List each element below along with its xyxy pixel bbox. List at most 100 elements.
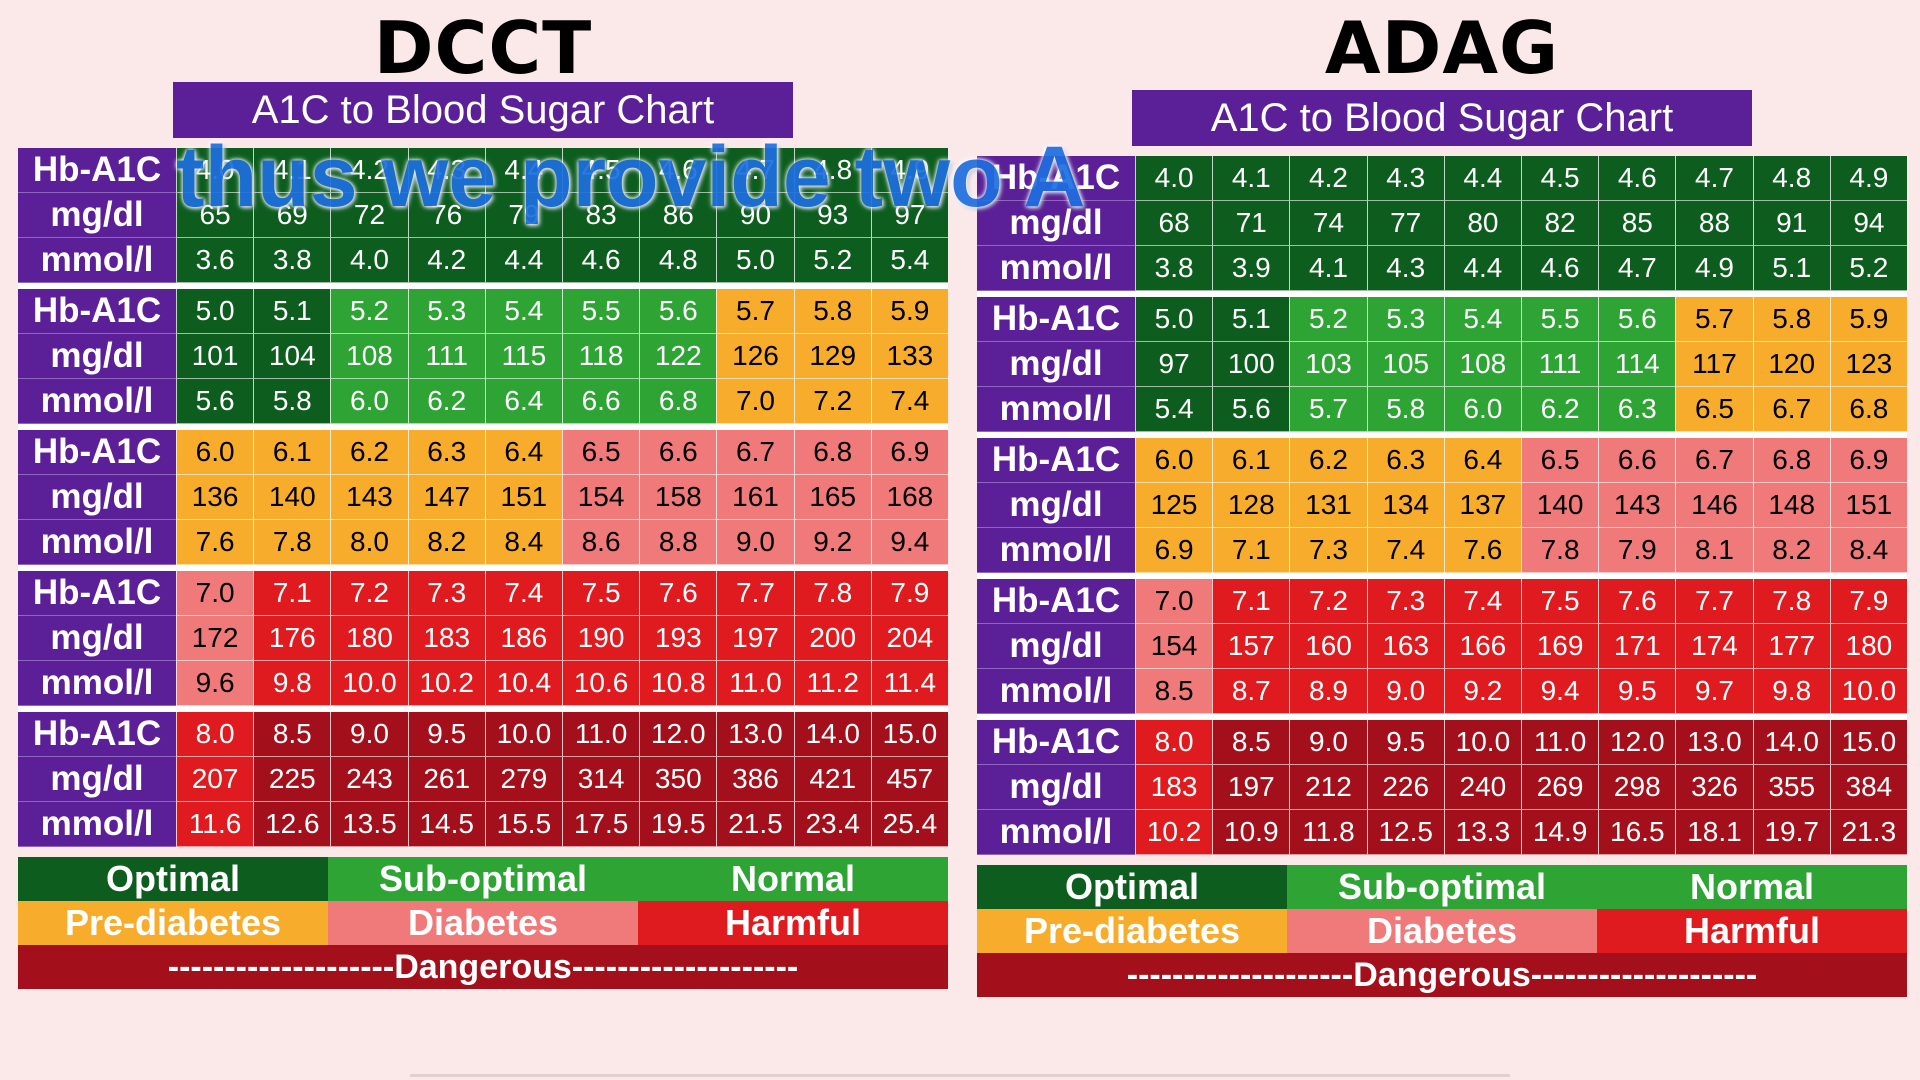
value-cell-a1c: 5.3 — [407, 289, 485, 334]
value-cell-a1c: 5.5 — [1520, 297, 1599, 342]
value-cell-mmol: 8.0 — [330, 520, 408, 565]
value-cell-mmol: 6.8 — [1829, 387, 1907, 432]
value-cell-mgdl: 240 — [1443, 765, 1521, 810]
value-cell-a1c: 8.5 — [1212, 720, 1290, 765]
value-cell-mmol: 6.2 — [407, 379, 485, 424]
value-cell-mgdl: 131 — [1289, 483, 1367, 528]
row-label-mgdl: mg/dl — [18, 757, 176, 802]
value-cell-a1c: 4.7 — [1675, 156, 1753, 201]
value-cell-mmol: 8.6 — [561, 520, 640, 565]
row-label-a1c: Hb-A1C — [18, 712, 176, 757]
value-cell-mgdl: 225 — [253, 757, 331, 802]
value-cell-mgdl: 157 — [1212, 624, 1290, 669]
value-cell-mmol: 5.4 — [870, 238, 948, 283]
value-cell-mgdl: 90 — [716, 193, 794, 238]
value-cell-a1c: 4.1 — [1212, 156, 1290, 201]
value-cell-mmol: 8.4 — [1829, 528, 1907, 573]
value-cell-a1c: 7.9 — [1829, 579, 1907, 624]
value-cell-a1c: 9.5 — [407, 712, 485, 757]
value-cell-a1c: 8.5 — [253, 712, 331, 757]
value-cell-mmol: 13.5 — [330, 802, 408, 847]
value-cell-mmol: 7.1 — [1212, 528, 1290, 573]
row-label-mmol: mmol/l — [977, 387, 1135, 432]
value-cell-a1c: 4.5 — [561, 148, 640, 193]
value-cell-a1c: 7.3 — [407, 571, 485, 616]
value-cell-mgdl: 82 — [1520, 201, 1599, 246]
legend-row: Optimal Sub-optimal Normal — [977, 865, 1907, 909]
value-cell-mmol: 25.4 — [870, 802, 948, 847]
value-cell-mgdl: 72 — [330, 193, 408, 238]
value-cell-mgdl: 76 — [407, 193, 485, 238]
value-cell-a1c: 5.2 — [330, 289, 408, 334]
value-cell-a1c: 6.4 — [1443, 438, 1521, 483]
legend-row: Optimal Sub-optimal Normal — [18, 857, 948, 901]
table-block: Hb-A1C 7.0 7.1 7.2 7.3 7.4 7.5 7.6 7.7 7.8 7.9 mg/d… — [18, 565, 948, 706]
value-cell-mgdl: 133 — [870, 334, 948, 379]
value-cell-mgdl: 83 — [561, 193, 640, 238]
value-cell-a1c: 4.9 — [870, 148, 948, 193]
value-cell-a1c: 6.8 — [793, 430, 871, 475]
value-cell-mgdl: 163 — [1366, 624, 1444, 669]
value-cell-mgdl: 79 — [484, 193, 562, 238]
value-cell-mgdl: 103 — [1289, 342, 1367, 387]
value-cell-a1c: 6.5 — [561, 430, 640, 475]
value-cell-mmol: 4.4 — [1443, 246, 1521, 291]
value-cell-mmol: 5.7 — [1289, 387, 1367, 432]
panel-title: DCCT — [373, 6, 593, 90]
value-cell-mgdl: 177 — [1752, 624, 1830, 669]
value-cell-mgdl: 125 — [1135, 483, 1213, 528]
value-cell-a1c: 7.6 — [639, 571, 717, 616]
dcct-panel: DCCT A1C to Blood Sugar Chart Hb-A1C 4.0 4.1… — [18, 0, 948, 989]
value-cell-a1c: 4.6 — [639, 148, 717, 193]
value-cell-mmol: 5.8 — [1366, 387, 1444, 432]
value-cell-a1c: 4.4 — [484, 148, 562, 193]
value-cell-mmol: 21.3 — [1829, 810, 1907, 855]
legend-optimal: Optimal — [977, 865, 1287, 909]
value-cell-mmol: 6.7 — [1752, 387, 1830, 432]
value-cell-mgdl: 117 — [1675, 342, 1753, 387]
value-cell-mgdl: 165 — [793, 475, 871, 520]
value-cell-mgdl: 421 — [793, 757, 871, 802]
row-label-a1c: Hb-A1C — [18, 430, 176, 475]
value-cell-mgdl: 74 — [1289, 201, 1367, 246]
value-cell-mgdl: 71 — [1212, 201, 1290, 246]
value-cell-a1c: 5.8 — [793, 289, 871, 334]
value-cell-mgdl: 147 — [407, 475, 485, 520]
value-cell-mgdl: 384 — [1829, 765, 1907, 810]
value-cell-mmol: 19.7 — [1752, 810, 1830, 855]
legend-pre-diabetes: Pre-diabetes — [18, 901, 328, 945]
legend-normal: Normal — [1597, 865, 1907, 909]
value-cell-mmol: 8.2 — [407, 520, 485, 565]
value-cell-mmol: 8.7 — [1212, 669, 1290, 714]
value-cell-a1c: 10.0 — [484, 712, 562, 757]
value-cell-mgdl: 180 — [330, 616, 408, 661]
value-cell-mmol: 10.0 — [330, 661, 408, 706]
value-cell-a1c: 12.0 — [1598, 720, 1676, 765]
legend-pre-diabetes: Pre-diabetes — [977, 909, 1287, 953]
value-table: Hb-A1C 4.0 4.1 4.2 4.3 4.4 4.5 4.6 4.7 4.8 4.9 mg/d… — [977, 156, 1907, 855]
value-cell-mgdl: 326 — [1675, 765, 1753, 810]
value-cell-mgdl: 108 — [330, 334, 408, 379]
value-cell-mgdl: 94 — [1829, 201, 1907, 246]
value-cell-mgdl: 85 — [1598, 201, 1676, 246]
value-cell-a1c: 15.0 — [870, 712, 948, 757]
value-cell-mmol: 7.6 — [1443, 528, 1521, 573]
row-label-mmol: mmol/l — [18, 520, 176, 565]
value-cell-a1c: 6.3 — [407, 430, 485, 475]
value-cell-a1c: 14.0 — [793, 712, 871, 757]
value-cell-mgdl: 128 — [1212, 483, 1290, 528]
value-cell-mgdl: 200 — [793, 616, 871, 661]
value-cell-mgdl: 111 — [1520, 342, 1599, 387]
adag-panel: ADAG A1C to Blood Sugar Chart Hb-A1C 4.0 4.1… — [977, 0, 1907, 997]
value-cell-mmol: 5.4 — [1135, 387, 1213, 432]
value-cell-mmol: 9.5 — [1598, 669, 1676, 714]
table-block: Hb-A1C 8.0 8.5 9.0 9.5 10.0 11.0 12.0 13.0 14.0 15… — [18, 706, 948, 847]
table-block: Hb-A1C 6.0 6.1 6.2 6.3 6.4 6.5 6.6 6.7 6.8 6.9 mg/d… — [18, 424, 948, 565]
value-cell-a1c: 4.9 — [1829, 156, 1907, 201]
value-cell-a1c: 6.2 — [1289, 438, 1367, 483]
row-label-a1c: Hb-A1C — [977, 720, 1135, 765]
value-cell-mgdl: 166 — [1443, 624, 1521, 669]
value-cell-a1c: 7.2 — [330, 571, 408, 616]
value-cell-a1c: 4.0 — [176, 148, 254, 193]
row-label-a1c: Hb-A1C — [18, 571, 176, 616]
